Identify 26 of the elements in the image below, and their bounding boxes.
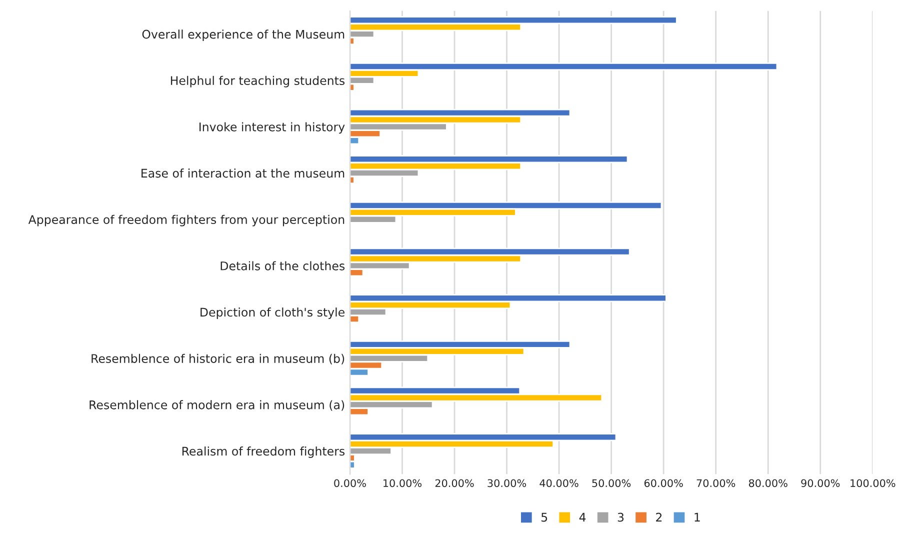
x-tick-label: 50.00% <box>592 479 631 488</box>
y-tick-label: Resemblence of historic era in museum (b) <box>92 354 344 364</box>
x-tick-label: 10.00% <box>384 479 422 488</box>
y-tick-label: Helphul for teaching students <box>170 76 345 88</box>
legend-label: 3 <box>618 512 624 522</box>
x-tick-label: 70.00% <box>696 479 736 488</box>
y-tick-label: Realism of freedom fighters <box>182 446 345 458</box>
y-tick-label: Overall experience of the Museum <box>142 30 344 42</box>
legend-label: 5 <box>541 512 548 522</box>
x-tick-label: 0.00% <box>334 479 366 488</box>
x-tick-label: 40.00% <box>540 479 578 488</box>
y-tick-label: Appearance of freedom fighters from your perception <box>28 214 344 226</box>
legend-label: 1 <box>694 512 700 522</box>
x-tick-label: 60.00% <box>644 479 683 488</box>
y-tick-label: Depiction of cloth's style <box>200 308 344 319</box>
legend-label: 2 <box>656 512 662 522</box>
y-tick-label: Invoke interest in history <box>200 122 345 134</box>
x-tick-label: 80.00% <box>748 479 788 488</box>
y-tick-label: Resemblence of modern era in museum (a) <box>90 400 344 411</box>
x-tick-label: 20.00% <box>435 479 474 488</box>
x-tick-label: 90.00% <box>801 479 840 488</box>
y-tick-label: Ease of interaction at the museum <box>142 168 344 178</box>
legend-label: 4 <box>579 512 586 522</box>
x-tick-label: 100.00% <box>850 479 896 488</box>
x-tick-label: 30.00% <box>488 479 526 488</box>
y-tick-label: Details of the clothes <box>220 261 345 270</box>
